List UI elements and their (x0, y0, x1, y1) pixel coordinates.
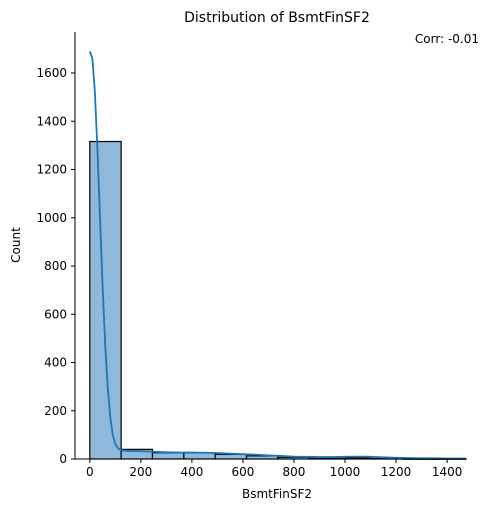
correlation-annotation: Corr: -0.01 (415, 32, 479, 46)
plot-area (88, 50, 467, 460)
y-tick-label: 800 (44, 259, 67, 273)
y-tick-label: 1000 (36, 211, 67, 225)
histogram-bar-4 (214, 453, 248, 460)
x-tick-label: 0 (86, 465, 94, 479)
x-axis-label: BsmtFinSF2 (242, 487, 312, 501)
x-tick-label: 600 (231, 465, 254, 479)
kde-line (88, 50, 466, 460)
axes: 0 200 400 600 800 1000 1200 1400 0 200 400 600 800 10… (36, 32, 466, 479)
y-tick-label: 1400 (36, 114, 67, 128)
histogram-bar-2 (151, 452, 185, 460)
x-tick-label: 200 (129, 465, 152, 479)
y-tick-label: 1200 (36, 163, 67, 177)
histogram-bar-0 (89, 140, 122, 460)
y-axis-label: Count (9, 227, 23, 263)
y-tick-label: 600 (44, 307, 67, 321)
chart-title: Distribution of BsmtFinSF2 (184, 10, 370, 26)
x-tick-label: 1000 (330, 465, 361, 479)
y-tick-label: 400 (44, 356, 67, 370)
y-tick-label: 0 (59, 452, 67, 466)
y-tick-label: 200 (44, 404, 67, 418)
x-tick-label: 400 (180, 465, 203, 479)
x-tick-label: 1200 (381, 465, 412, 479)
y-tick-label: 1600 (36, 66, 67, 80)
x-tick-label: 800 (283, 465, 306, 479)
x-tick-label: 1400 (432, 465, 463, 479)
